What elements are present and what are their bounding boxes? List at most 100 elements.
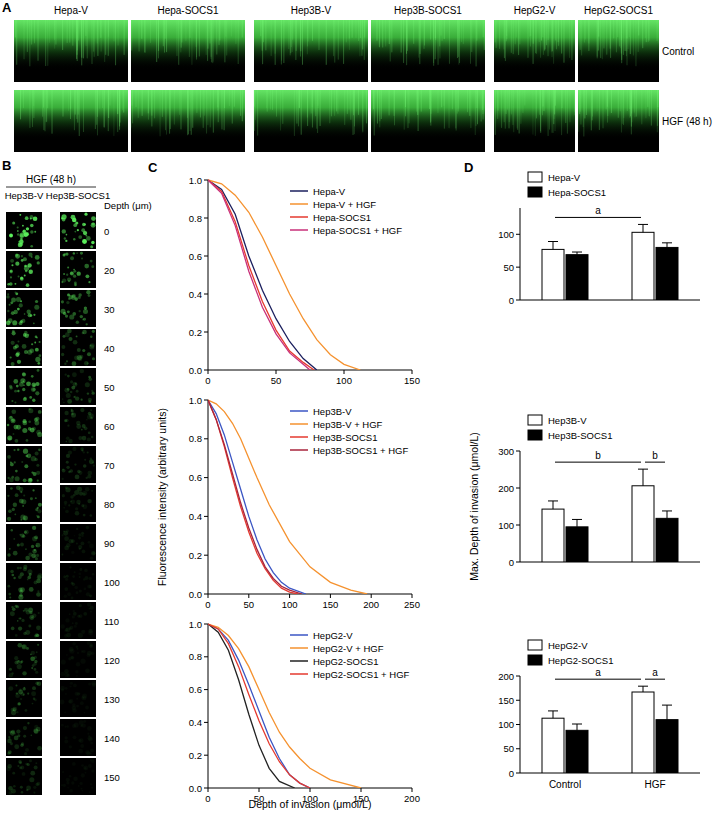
speckle: [29, 611, 32, 614]
speckle: [26, 381, 31, 386]
speckle: [92, 357, 95, 360]
y-tick: [204, 656, 208, 657]
legend-swatch: [290, 423, 308, 425]
speckle: [72, 622, 74, 624]
speckle: [14, 660, 18, 664]
micrograph-streak: [602, 20, 603, 59]
speckle: [71, 409, 74, 412]
speckle: [12, 222, 15, 225]
micrograph-streak: [555, 90, 556, 131]
series-line: [208, 624, 310, 788]
micrograph-band: [254, 20, 368, 70]
tile-bg: [6, 368, 42, 405]
speckle: [82, 239, 87, 244]
speckle: [74, 463, 76, 465]
error-stem: [667, 511, 668, 518]
speckle: [85, 706, 89, 710]
speckle: [7, 495, 9, 497]
x-tick-label: 150: [322, 599, 338, 610]
speckle: [23, 735, 26, 738]
depth-value: 150: [104, 772, 120, 783]
legend-label: Hepa-V: [313, 186, 346, 197]
micrograph-streak: [470, 90, 471, 128]
error-stem: [667, 243, 668, 248]
speckle: [65, 419, 68, 422]
micrograph-streak: [123, 90, 124, 113]
micrograph-streak: [354, 90, 355, 134]
tile-bg: [6, 719, 42, 756]
micrograph-streak: [34, 20, 35, 43]
micrograph-streak: [101, 20, 102, 52]
legend-swatch: [290, 660, 308, 662]
speckle: [88, 577, 92, 581]
speckle: [87, 471, 92, 476]
y-tick-label: 0: [509, 557, 514, 568]
speckle: [15, 605, 18, 608]
micrograph-streak: [361, 20, 362, 56]
speckle: [7, 517, 11, 521]
error-bar: [572, 252, 582, 255]
micrograph-streak: [181, 20, 182, 48]
micrograph-streak: [484, 20, 485, 50]
speckle: [20, 698, 22, 700]
significance-label: a: [595, 667, 601, 678]
micrograph-streak: [331, 90, 332, 116]
speckle: [17, 360, 21, 364]
x-tick: [208, 594, 209, 598]
tile-bg: [60, 641, 96, 678]
speckle: [75, 670, 78, 673]
speckle: [67, 266, 69, 268]
speckle: [81, 773, 85, 777]
speckle: [79, 310, 81, 312]
speckle: [81, 790, 83, 792]
y-tick-label: 200: [498, 483, 514, 494]
speckle: [90, 458, 92, 460]
micrograph-streak: [141, 20, 142, 39]
legend-swatch: [290, 190, 308, 192]
y-tick-label: 0.4: [189, 289, 202, 300]
micrograph-streak: [543, 90, 544, 111]
speckle: [82, 693, 87, 698]
micrograph-tile: [60, 368, 96, 405]
micrograph-streak: [221, 90, 222, 129]
speckle: [30, 224, 34, 228]
speckle: [78, 573, 81, 576]
error-cap: [662, 510, 672, 511]
micrograph: [14, 20, 128, 82]
bar: [656, 518, 678, 562]
micrograph-streak: [108, 90, 109, 131]
micrograph-streak: [105, 20, 106, 55]
legend-label: HepG2-V + HGF: [313, 643, 384, 654]
micrograph-streak: [516, 20, 517, 37]
speckle: [61, 345, 65, 349]
speckle: [26, 283, 30, 287]
micrograph-streak: [110, 90, 111, 106]
micrograph: [371, 20, 485, 82]
speckle: [7, 436, 12, 441]
speckle: [61, 300, 64, 303]
micrograph-streak: [442, 20, 443, 41]
series-line: [208, 180, 317, 370]
x-tick: [248, 594, 249, 598]
micrograph-streak: [555, 90, 556, 106]
y-tick-label: 0.8: [189, 213, 202, 224]
speckle: [83, 451, 85, 453]
micrograph: [578, 90, 659, 152]
y-tick-label: 0: [509, 295, 514, 306]
speckle: [79, 568, 82, 571]
speckle: [75, 511, 80, 516]
micrograph-streak: [104, 20, 105, 62]
legend-label: HepG2-SOCS1: [548, 655, 613, 666]
micrograph-streak: [539, 90, 540, 115]
y-tick: [204, 624, 208, 625]
y-tick: [204, 755, 208, 756]
error-cap: [548, 710, 558, 711]
micrograph: [494, 20, 575, 82]
y-tick: [516, 300, 520, 301]
speckle: [91, 769, 94, 772]
micrograph-streak: [579, 90, 580, 114]
speckle: [23, 478, 27, 482]
speckle: [32, 399, 35, 402]
depth-value: 20: [104, 265, 115, 276]
speckle: [76, 421, 80, 425]
